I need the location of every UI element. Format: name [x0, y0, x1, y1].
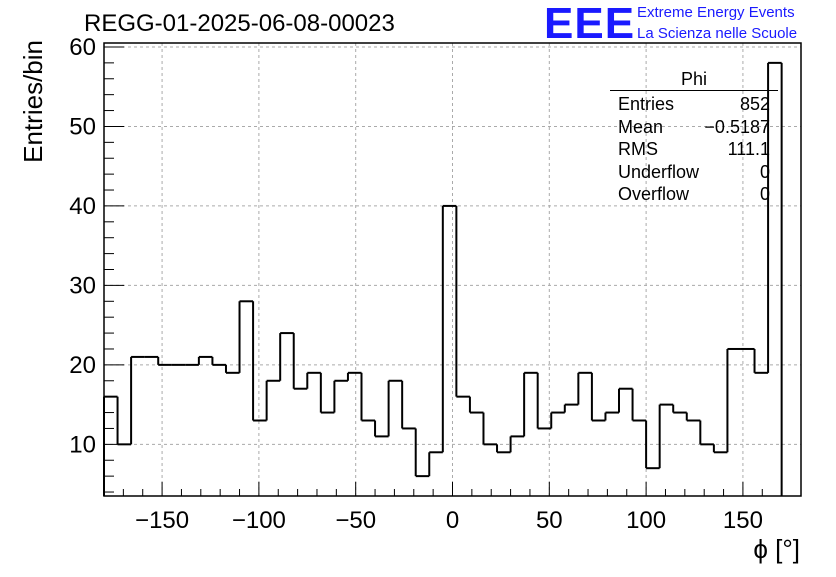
x-tick-label: 150: [723, 507, 763, 534]
y-tick-label: 20: [69, 352, 96, 379]
x-axis-label: ϕ [°]: [753, 534, 800, 564]
stats-label: RMS: [618, 139, 658, 159]
x-tick-label: −100: [232, 507, 286, 534]
axis-ticks: [104, 46, 783, 496]
stats-value: 0: [759, 184, 770, 204]
y-tick-label: 10: [69, 431, 96, 458]
stats-label: Overflow: [618, 184, 690, 204]
stats-box-title: Phi: [610, 68, 778, 91]
stats-value: 0: [759, 161, 770, 182]
x-tick-label: 50: [536, 507, 563, 534]
y-tick-label: 50: [69, 113, 96, 140]
stats-row-entries: Entries 852: [610, 93, 778, 116]
stats-label: Mean: [618, 116, 664, 137]
y-tick-label: 30: [69, 272, 96, 299]
y-tick-label: 60: [69, 34, 96, 61]
x-tick-label: 0: [446, 507, 459, 534]
x-tick-label: 100: [626, 507, 666, 534]
stats-row-overflow: Overflow 0: [610, 183, 778, 206]
logo-caption-line2: La Scienza nelle Scuole: [637, 25, 798, 42]
y-axis-label: Entries/bin: [18, 40, 48, 163]
stats-label: Underflow: [618, 161, 700, 182]
stats-value: 852: [739, 94, 770, 114]
tick-labels: −150 −100 −50 0 50 100 150 10 20 30 40 50 60: [69, 34, 763, 534]
stats-value: −0.5187: [704, 116, 770, 137]
logo-caption-line1: Extreme Energy Events: [637, 4, 795, 21]
stats-row-rms: RMS 111.1: [610, 138, 778, 161]
chart-title: REGG-01-2025-06-08-00023: [84, 10, 395, 37]
stats-row-underflow: Underflow 0: [610, 161, 778, 184]
stats-label: Entries: [618, 94, 675, 114]
stats-box: Phi Entries 852 Mean −0.5187 RMS 111.1 U…: [610, 68, 778, 206]
stats-row-mean: Mean −0.5187: [610, 116, 778, 139]
y-tick-label: 40: [69, 193, 96, 220]
eee-logo: EEE: [544, 0, 636, 48]
x-tick-label: −150: [135, 507, 189, 534]
x-tick-label: −50: [335, 507, 376, 534]
stats-value: 111.1: [727, 139, 770, 159]
